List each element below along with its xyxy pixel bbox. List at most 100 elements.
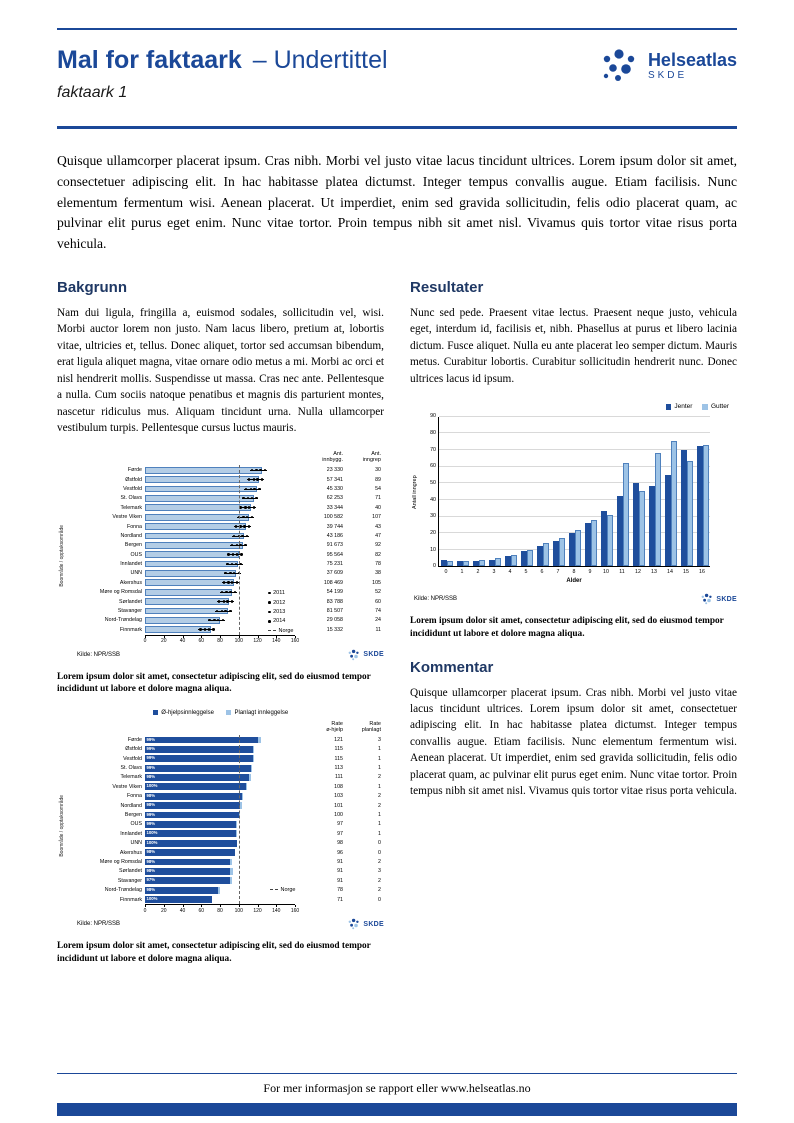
jenter-bar: [537, 546, 543, 567]
jenter-bar: [457, 561, 463, 567]
value-inngrep: 52: [375, 589, 381, 596]
page-content: Mal for faktaark – Undertittel faktaark …: [57, 28, 737, 964]
value-innbygg: 62 253: [326, 495, 343, 502]
row-track: 98%: [145, 867, 295, 876]
error-bar-line: [207, 620, 225, 621]
year-marker-dot: [234, 562, 238, 566]
row-label: Møre og Romsdal: [99, 589, 142, 596]
x-tick-label: 10: [603, 568, 609, 575]
fig1-legend: 2011 2012 2013 2014 Norge: [268, 588, 294, 636]
value-inngrep: 54: [375, 485, 381, 492]
gutter-bar: [623, 463, 629, 567]
rate-bar: [145, 485, 257, 493]
rate-bar: [145, 494, 254, 502]
axis-tick-mark: [182, 905, 184, 908]
year-marker-dot: [230, 562, 234, 566]
gridline: [439, 532, 710, 534]
value-inngrep: 11: [375, 626, 382, 633]
fig2-norge-legend: Norge: [270, 885, 296, 895]
row-track: [145, 597, 295, 606]
chart-row: Førde 99% 121 3: [67, 735, 384, 744]
gutter-bar: [511, 554, 517, 567]
header-spacer: [67, 451, 295, 464]
year-marker-dot: [239, 543, 242, 547]
legend-swatch: [702, 404, 708, 410]
x-tick-label: 7: [556, 568, 560, 575]
value-rate-ohjelp: 111: [334, 774, 343, 781]
row-label: Finnmark: [119, 896, 142, 903]
row-track: 100%: [145, 839, 295, 848]
gutter-bar: [527, 549, 533, 567]
x-tick-label: 3: [492, 568, 496, 575]
year-marker-dot: [224, 609, 227, 613]
axis-tick-label: 20: [160, 638, 167, 645]
chart-row: Stavanger 97% 91 2: [67, 876, 384, 885]
value-rate-ohjelp: 91: [337, 868, 343, 875]
ohjelp-bar: 98%: [145, 868, 231, 875]
planlagt-bar: [230, 858, 233, 866]
chart-row: Møre og Romsdal 98% 91 2: [67, 857, 384, 866]
value-rate-planlagt: 0: [378, 840, 381, 847]
row-label: Sørlandet: [119, 868, 142, 875]
value-inngrep: 89: [375, 476, 381, 483]
error-bar-line: [244, 488, 262, 490]
row-label: Bergen: [124, 542, 142, 549]
skde-logo: SKDE: [700, 593, 737, 605]
gutter-bar: [703, 444, 709, 567]
title-main: Mal for faktaark: [57, 46, 242, 74]
value-rate-ohjelp: 78: [337, 887, 343, 894]
year-marker-dot: [250, 468, 254, 472]
row-track: 99%: [145, 820, 295, 829]
ohjelp-bar: 99%: [145, 764, 251, 772]
planlagt-bar: [230, 868, 234, 875]
planlagt-bar: [246, 783, 248, 791]
chart-row: Finnmark 15 332 11: [67, 625, 384, 634]
row-track: 98%: [145, 792, 295, 801]
rate-bar: [145, 523, 247, 530]
value-inngrep: 78: [375, 561, 381, 568]
legend-label: Ø-hjelpsinnleggelse: [161, 709, 214, 716]
jenter-bar: [553, 541, 559, 567]
row-label: Nord-Trøndelag: [104, 617, 142, 624]
value-inngrep: 74: [375, 608, 381, 615]
logo-text-block: Helseatlas SKDE: [648, 50, 737, 81]
year-marker-dot: [235, 543, 239, 547]
helseatlas-dots-icon: [603, 49, 635, 81]
value-inngrep: 47: [375, 532, 381, 539]
year-marker-dot: [207, 628, 210, 631]
x-axis: 0 20 40 60 80 100 120 140 160: [144, 904, 299, 915]
footer-link[interactable]: www.helseatlas.no: [440, 1081, 531, 1095]
chart-row: St. Olavs 62 253 71: [67, 494, 384, 503]
x-tick-label: 6: [540, 568, 544, 575]
row-track: 99%: [145, 745, 295, 754]
year-marker-dot: [237, 515, 240, 519]
value-rate-planlagt: 1: [378, 783, 381, 790]
year-marker-dot: [243, 525, 246, 528]
figure-1-caption: Lorem ipsum dolor sit amet, consectetur …: [57, 671, 371, 695]
fig3-x-axis-label: Alder: [566, 578, 582, 585]
year-marker-dot: [221, 619, 224, 622]
row-label: Vestfold: [123, 755, 142, 762]
y-tick-label: 40: [430, 496, 436, 503]
row-track: [145, 522, 295, 531]
jenter-bar: [681, 449, 687, 567]
error-bar-line: [250, 469, 267, 471]
legend-item: Gutter: [702, 403, 729, 410]
figure-2-caption: Lorem ipsum dolor sit amet, consectetur …: [57, 941, 371, 964]
axis-tick-mark: [295, 905, 296, 908]
value-rate-ohjelp: 96: [337, 849, 343, 856]
year-marker-dot: [255, 496, 258, 500]
year-marker-dot: [234, 525, 238, 528]
year-marker-dot: [232, 534, 236, 537]
fig1-chart-body: Boområde / opptaksområde Ant. innbygg. Ant…: [57, 451, 384, 661]
chart-row: Førde 23 330 30: [67, 465, 384, 474]
value-rate-ohjelp: 101: [334, 802, 343, 809]
figure-1: Boområde / opptaksområde Ant. innbygg. Ant…: [57, 451, 384, 696]
fig2-main: Rate ø-hjelp Rate planlagt Førde 99% 121 3 Øst…: [67, 721, 384, 931]
row-track: [145, 531, 295, 540]
axis-tick-label: 160: [290, 638, 300, 645]
fig2-legend: Ø-hjelpsinnleggelse Planlagt innleggelse: [57, 710, 384, 716]
skde-logo: SKDE: [347, 918, 384, 930]
figure-2-chart: Ø-hjelpsinnleggelse Planlagt innleggelse B…: [57, 710, 384, 931]
row-track: [145, 588, 295, 597]
